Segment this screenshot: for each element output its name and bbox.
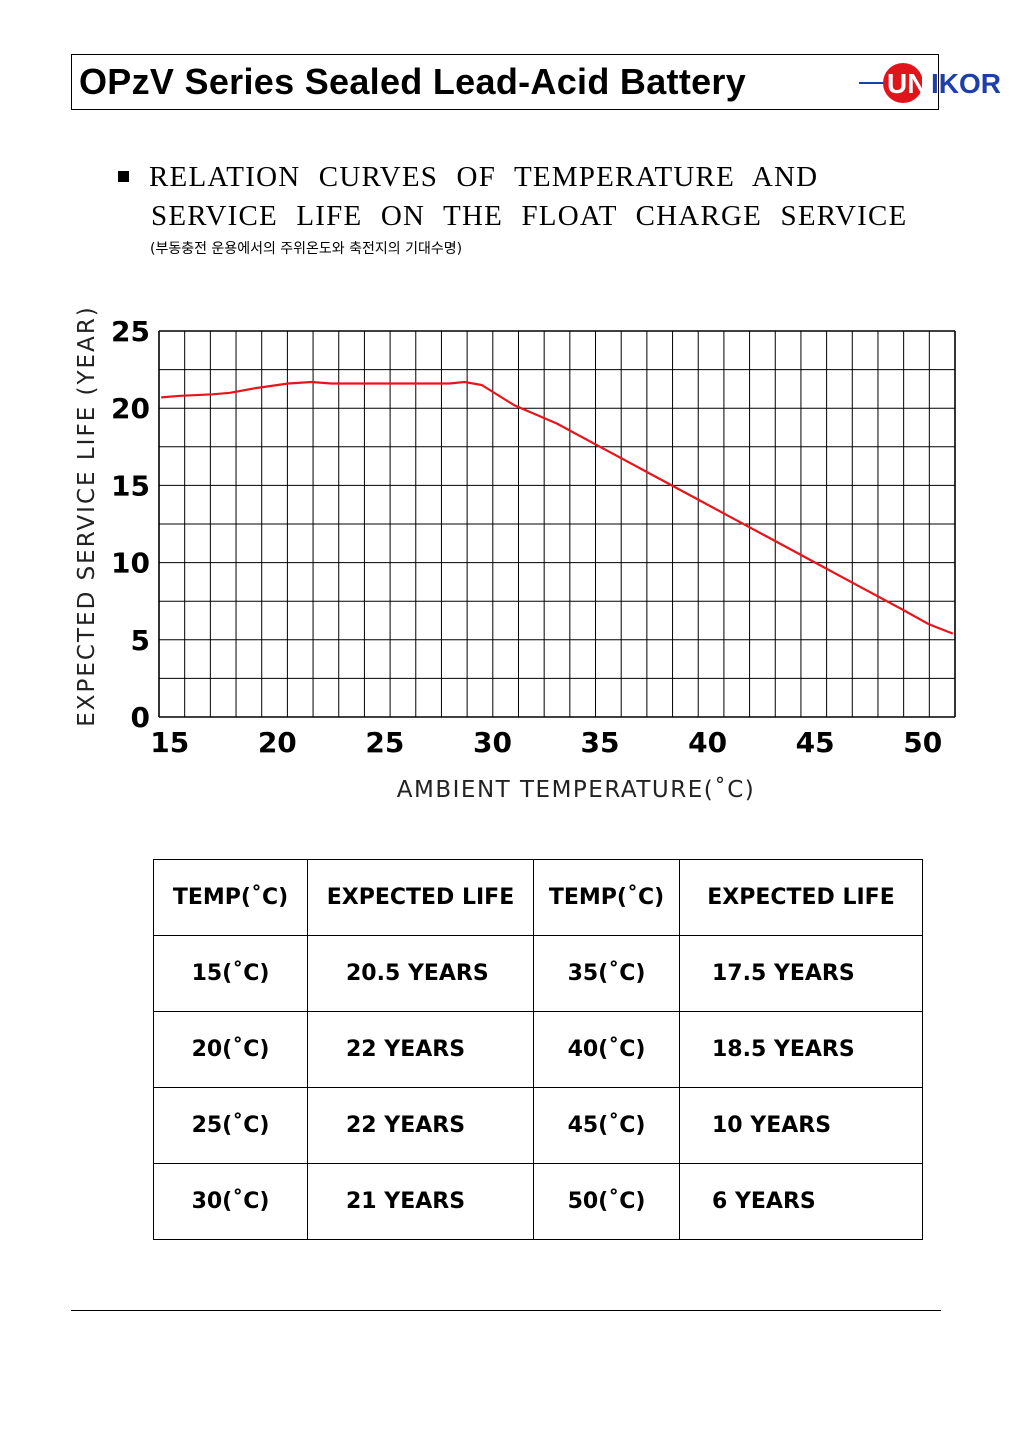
table-row: 20(˚C) 22 YEARS 40(˚C) 18.5 YEARS: [153, 1011, 923, 1088]
x-tick-label: 25: [365, 726, 404, 759]
y-tick-label: 15: [111, 469, 150, 502]
bottom-divider: [71, 1310, 941, 1311]
table-row: 15(˚C) 20.5 YEARS 35(˚C) 17.5 YEARS: [153, 935, 923, 1012]
title-box: OPzV Series Sealed Lead-Acid Battery UN …: [71, 54, 1001, 110]
cell-temp: 15(˚C): [153, 935, 308, 1012]
cell-temp: 20(˚C): [153, 1011, 308, 1088]
y-tick-label: 20: [111, 392, 150, 425]
logo-circle: [883, 63, 923, 103]
y-tick-label: 25: [111, 315, 150, 348]
y-axis-label: EXPECTED SERVICE LIFE (YEAR): [74, 305, 100, 727]
y-tick-label: 10: [111, 547, 150, 580]
service-life-curve: [161, 380, 954, 635]
bullet-square-icon: [118, 170, 129, 182]
cell-life: 17.5 YEARS: [679, 935, 923, 1012]
page-title: OPzV Series Sealed Lead-Acid Battery: [79, 61, 747, 102]
cell-temp: 35(˚C): [533, 935, 680, 1012]
cell-life: 20.5 YEARS: [307, 935, 534, 1012]
x-tick-label: 45: [796, 726, 835, 759]
logo-text-left: UN: [887, 68, 927, 99]
section-heading: RELATION CURVES OF TEMPERATURE AND SERVI…: [118, 158, 907, 236]
cell-temp: 50(˚C): [533, 1163, 680, 1240]
cell-temp: 40(˚C): [533, 1011, 680, 1088]
header-life-1: EXPECTED LIFE: [307, 859, 534, 936]
heading-line-1: RELATION CURVES OF TEMPERATURE AND: [149, 161, 819, 193]
cell-temp: 30(˚C): [153, 1163, 308, 1240]
cell-life: 10 YEARS: [679, 1087, 923, 1164]
heading-line-2: SERVICE LIFE ON THE FLOAT CHARGE SERVICE: [151, 200, 908, 232]
x-tick-label: 40: [688, 726, 727, 759]
chart-grid: [158, 330, 956, 718]
table-row: 30(˚C) 21 YEARS 50(˚C) 6 YEARS: [153, 1163, 923, 1240]
cell-life: 6 YEARS: [679, 1163, 923, 1240]
expected-life-table: TEMP(˚C) EXPECTED LIFE TEMP(˚C) EXPECTED…: [153, 859, 923, 1240]
cell-life: 21 YEARS: [307, 1163, 534, 1240]
header-life-2: EXPECTED LIFE: [679, 859, 923, 936]
table-header-row: TEMP(˚C) EXPECTED LIFE TEMP(˚C) EXPECTED…: [153, 859, 923, 936]
x-tick-labels: 15 20 25 30 35 40 45 50: [150, 726, 942, 759]
heading-korean: (부동충전 운용에서의 주위온도와 축전지의 기대수명): [150, 241, 463, 257]
cell-life: 22 YEARS: [307, 1011, 534, 1088]
x-tick-label: 50: [903, 726, 942, 759]
y-tick-label: 5: [131, 624, 150, 657]
cell-temp: 45(˚C): [533, 1087, 680, 1164]
y-tick-labels: 0 5 10 15 20 25: [111, 315, 150, 734]
x-tick-label: 15: [150, 726, 189, 759]
cell-temp: 25(˚C): [153, 1087, 308, 1164]
table-row: 25(˚C) 22 YEARS 45(˚C) 10 YEARS: [153, 1087, 923, 1164]
x-axis-label: AMBIENT TEMPERATURE(˚C): [397, 776, 755, 803]
header-temp-2: TEMP(˚C): [533, 859, 680, 936]
cell-life: 18.5 YEARS: [679, 1011, 923, 1088]
life-temperature-chart: 0 5 10 15 20 25 15 20 25 30 35 40 45 50 EXPECTED SER…: [74, 305, 956, 803]
cell-life: 22 YEARS: [307, 1087, 534, 1164]
x-tick-label: 35: [581, 726, 620, 759]
header-temp-1: TEMP(˚C): [153, 859, 308, 936]
x-tick-label: 20: [258, 726, 297, 759]
y-tick-label: 0: [131, 701, 150, 734]
x-tick-label: 30: [473, 726, 512, 759]
logo-text-right: IKOR: [931, 68, 1001, 99]
unikor-logo: UN IKOR: [859, 63, 1001, 103]
